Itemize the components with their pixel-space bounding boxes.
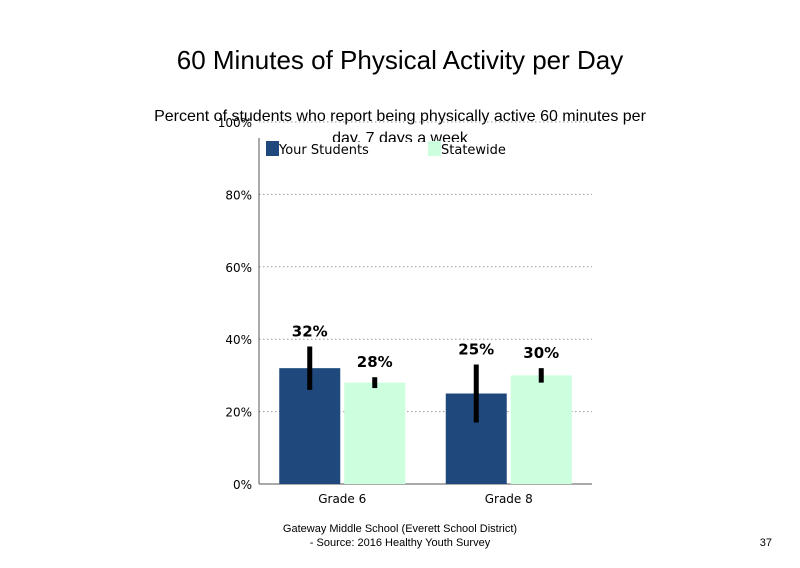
page-number: 37 [759,537,772,549]
y-tick-label: 100% [218,116,252,130]
legend-swatch [428,141,441,156]
legend-label: Statewide [441,143,506,158]
y-tick-label: 80% [225,188,252,202]
data-label: 25% [458,341,494,359]
legend-label: Your Students [278,143,369,158]
footer-source: - Source: 2016 Healthy Youth Survey [309,537,491,549]
y-tick-label: 0% [233,478,252,492]
x-tick-label: Grade 6 [318,492,366,506]
bar [510,375,572,484]
chart-title: 60 Minutes of Physical Activity per Day [176,45,624,75]
data-label: 28% [357,353,393,371]
y-tick-label: 40% [225,333,252,347]
legend-swatch [266,141,279,156]
y-tick-label: 20% [225,406,252,420]
chart-subtitle: Percent of students who report being phy… [154,108,646,142]
data-label: 30% [523,344,559,362]
footer-school: Gateway Middle School (Everett School Di… [282,523,518,535]
x-tick-label: Grade 8 [485,492,533,506]
data-label: 32% [292,322,328,340]
bar [344,382,406,484]
footer: Gateway Middle School (Everett School Di… [200,522,600,550]
y-tick-label: 60% [225,261,252,275]
